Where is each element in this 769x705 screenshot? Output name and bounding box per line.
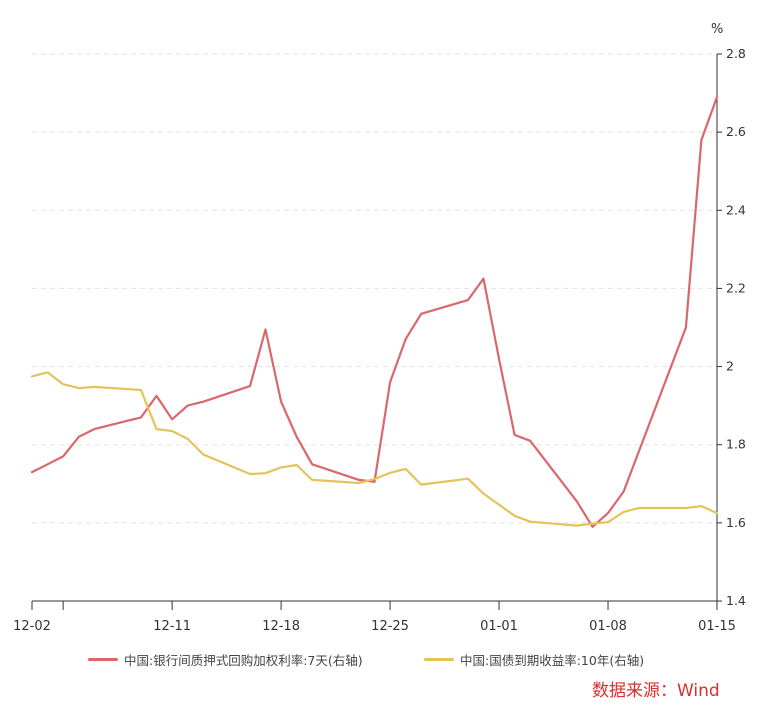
x-tick-label: 12-18 — [262, 619, 300, 634]
series-line-repo-rate — [30, 95, 719, 528]
x-tick-label: 12-02 — [13, 619, 51, 634]
x-tick-label: 12-25 — [371, 619, 409, 634]
x-tick-label: 12-11 — [153, 619, 191, 634]
y-tick-label: 1.8 — [726, 437, 746, 452]
x-tick-label: 01-08 — [589, 619, 627, 634]
legend-swatch-bond-yield — [424, 658, 454, 661]
legend-label-bond-yield: 中国:国债到期收益率:10年(右轴) — [460, 653, 645, 668]
y-tick-label: 2 — [726, 359, 734, 374]
y-tick-label: 2.6 — [726, 124, 746, 139]
x-tick-label: 01-01 — [480, 619, 518, 634]
y-tick-label: 1.6 — [726, 515, 746, 530]
legend-item-bond-yield[interactable]: 中国:国债到期收益率:10年(右轴) — [424, 650, 644, 669]
legend-item-repo-rate[interactable]: 中国:银行间质押式回购加权利率:7天(右轴) — [88, 650, 363, 669]
legend-swatch-repo-rate — [88, 658, 118, 661]
y-tick-label: 2.2 — [726, 280, 746, 295]
y-tick-label: 2.4 — [726, 202, 746, 217]
series-line-bond-yield — [30, 371, 719, 527]
x-tick-label: 01-15 — [698, 619, 736, 634]
legend-label-repo-rate: 中国:银行间质押式回购加权利率:7天(右轴) — [124, 653, 363, 668]
y-tick-label: 2.8 — [726, 46, 746, 61]
legend: 中国:银行间质押式回购加权利率:7天(右轴) 中国:国债到期收益率:10年(右轴… — [0, 650, 769, 670]
y-tick-label: 1.4 — [726, 593, 746, 608]
y-unit-label: % — [711, 22, 723, 37]
source-note: 数据来源：Wind — [592, 681, 720, 701]
line-chart: 1.4 1.6 1.8 2 2.2 2.4 2.6 2.8% 12-02 12-11 12-18 12… — [13, 22, 746, 634]
